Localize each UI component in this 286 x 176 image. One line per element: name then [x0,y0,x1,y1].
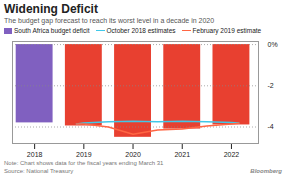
html-text:Widening Deficit: Widening Deficit [4,2,98,16]
html-text:Bloomberg: Bloomberg [250,168,282,174]
html-text:South Africa budget deficit: South Africa budget deficit [14,27,90,34]
svg-text:2020: 2020 [125,151,141,158]
html-text:Note: Chart shows data for the: Note: Chart shows data for the fiscal ye… [4,160,164,166]
svg-text:2019: 2019 [76,151,92,158]
svg-text:-2: -2 [268,82,274,89]
svg-text:2022: 2022 [224,151,240,158]
html-text:Source: National Treasury: Source: National Treasury [4,168,74,174]
html-text:October 2018 estimates: October 2018 estimates [106,27,176,34]
html-text:February 2019 estimate: February 2019 estimate [192,27,262,34]
svg-text:2021: 2021 [174,151,190,158]
svg-text:-4: -4 [268,123,274,130]
svg-text:2018: 2018 [27,151,43,158]
svg-text:0%: 0% [268,41,278,48]
html-text:The budget gap forecast to rea: The budget gap forecast to reach its wor… [4,17,215,24]
